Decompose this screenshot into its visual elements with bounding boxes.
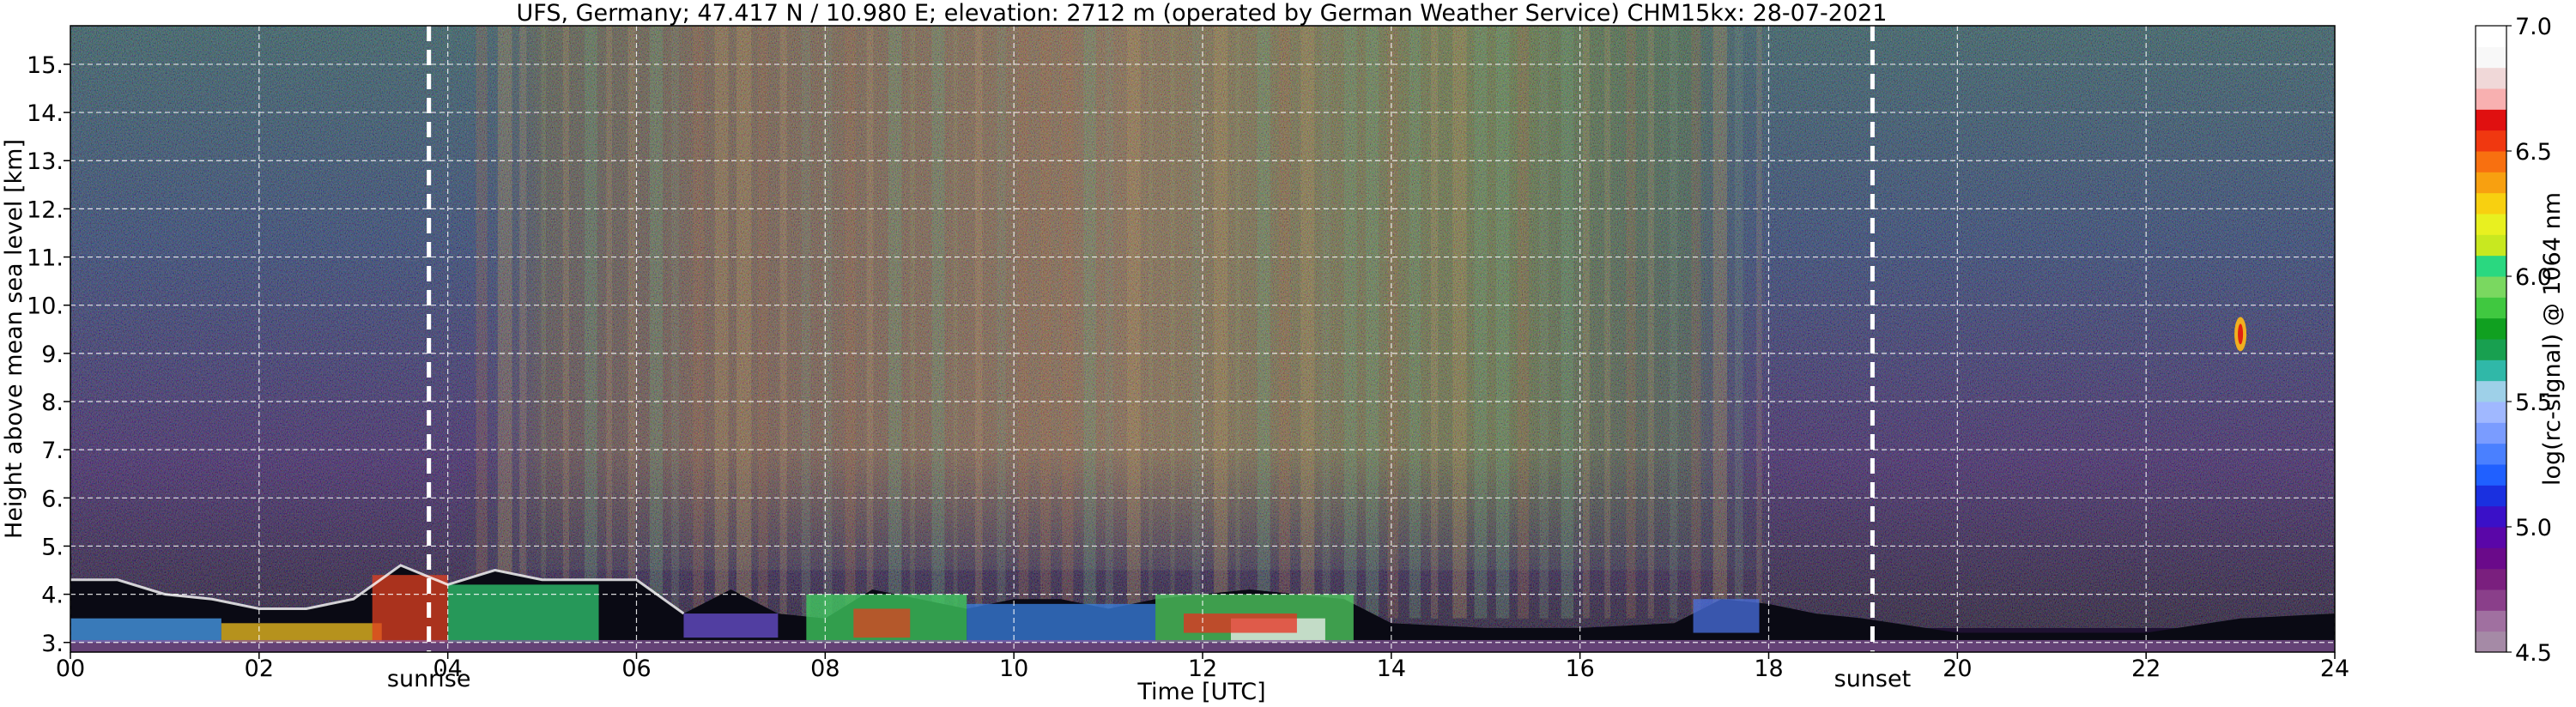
- y-tick-label: 3.: [41, 631, 64, 657]
- x-tick-label: 10: [999, 656, 1028, 682]
- x-tick-label: 08: [810, 656, 839, 682]
- x-tick-label: 12: [1188, 656, 1217, 682]
- cirrus-core: [2238, 323, 2244, 345]
- colorbar-segment: [2476, 360, 2506, 382]
- colorbar-segment: [2476, 297, 2506, 319]
- sunrise-label: sunrise: [387, 666, 471, 692]
- colorbar-segment: [2476, 339, 2506, 360]
- sun-events: [427, 26, 1875, 652]
- y-tick-label: 9.: [41, 341, 64, 368]
- aerosol-patch: [372, 575, 448, 643]
- colorbar-segment: [2476, 109, 2506, 131]
- x-axis-label: Time [UTC]: [1136, 679, 1265, 705]
- y-tick-label: 11.: [27, 245, 64, 272]
- colorbar-segment: [2476, 631, 2506, 653]
- cloud-top-line: [70, 564, 685, 615]
- y-tick-label: 5.: [41, 534, 64, 560]
- y-tick-label: 14.: [27, 100, 64, 127]
- aerosol-patch: [967, 603, 1156, 643]
- y-tick-label: 15.: [27, 52, 64, 79]
- colorbar-segment: [2476, 589, 2506, 611]
- aerosol-patch: [70, 618, 221, 643]
- colorbar-segment: [2476, 46, 2506, 69]
- colorbar-segment: [2476, 151, 2506, 172]
- x-tick-label: 24: [2320, 656, 2349, 682]
- x-axis: 00 02 04 06 08 10 12 14 16 18 20 22 24: [56, 652, 2349, 682]
- colorbar-segment: [2476, 505, 2506, 528]
- y-axis: 3. 4. 5. 6. 7. 8. 9. 10. 11. 12. 13. 14. 15.: [27, 52, 70, 657]
- y-tick-label: 8.: [41, 390, 64, 416]
- colorbar-tick-label: 4.5: [2515, 640, 2552, 667]
- colorbar-tick-label: 6.0: [2515, 264, 2552, 291]
- colorbar-segment: [2476, 88, 2506, 110]
- colorbar-segment: [2476, 276, 2506, 298]
- aerosol-patch: [1184, 613, 1297, 633]
- x-tick-label: 18: [1754, 656, 1783, 682]
- colorbar-segment: [2476, 402, 2506, 423]
- colorbar-segment: [2476, 214, 2506, 235]
- y-tick-label: 7.: [41, 438, 64, 464]
- colorbar-segment: [2476, 464, 2506, 486]
- colorbar-tick-label: 5.0: [2515, 515, 2552, 541]
- event-labels: sunrise sunset: [387, 666, 1911, 692]
- colorbar-tick-label: 7.0: [2515, 14, 2552, 40]
- colorbar-segment: [2476, 26, 2506, 47]
- aerosol-patch: [683, 613, 779, 638]
- y-tick-label: 10.: [27, 293, 64, 320]
- colorbar-segment: [2476, 172, 2506, 194]
- x-tick-label: 06: [621, 656, 651, 682]
- colorbar-segment: [2476, 610, 2506, 632]
- y-tick-label: 4.: [41, 583, 64, 609]
- colorbar-segment: [2476, 527, 2506, 548]
- x-tick-label: 16: [1565, 656, 1594, 682]
- x-tick-label: 20: [1943, 656, 1972, 682]
- y-tick-label: 12.: [27, 196, 64, 223]
- x-tick-label: 04: [433, 656, 462, 682]
- x-tick-label: 14: [1377, 656, 1406, 682]
- colorbar-segment: [2476, 568, 2506, 590]
- colorbar-segment: [2476, 130, 2506, 152]
- chart-title: UFS, Germany; 47.417 N / 10.980 E; eleva…: [517, 0, 1888, 27]
- aerosol-patch: [221, 623, 382, 643]
- sunset-label: sunset: [1834, 666, 1912, 692]
- y-tick-label: 6.: [41, 486, 64, 512]
- x-tick-label: 02: [245, 656, 274, 682]
- colorbar-tick-label: 5.5: [2515, 390, 2552, 416]
- colorbar-segment: [2476, 547, 2506, 570]
- y-axis-label: Height above mean sea level [km]: [1, 139, 27, 539]
- colorbar-segment: [2476, 380, 2506, 402]
- colorbar-segment: [2476, 317, 2506, 340]
- colorbar-segment: [2476, 192, 2506, 215]
- colorbar-frame: [2475, 25, 2507, 653]
- plot-area: [70, 26, 2335, 652]
- colorbar-segment: [2476, 422, 2506, 444]
- colorbar-segment: [2476, 443, 2506, 465]
- aerosol-patch: [447, 584, 599, 643]
- colorbar-label: log(rc-signal) @ 1064 nm: [2539, 192, 2566, 486]
- aerosol-patch: [1693, 599, 1760, 633]
- aerosol-patch: [853, 608, 911, 638]
- y-tick-label: 13.: [27, 148, 64, 175]
- colorbar-segment: [2476, 67, 2506, 89]
- colorbar-segment: [2476, 485, 2506, 507]
- colorbar-segment: [2476, 234, 2506, 257]
- colorbar-segment: [2476, 255, 2506, 277]
- colorbar: 4.5 5.0 5.5 6.0 6.5 7.0: [2475, 14, 2552, 667]
- x-tick-label: 22: [2131, 656, 2161, 682]
- x-tick-label: 00: [56, 656, 85, 682]
- colorbar-tick-label: 6.5: [2515, 139, 2552, 166]
- grid: [70, 26, 2335, 652]
